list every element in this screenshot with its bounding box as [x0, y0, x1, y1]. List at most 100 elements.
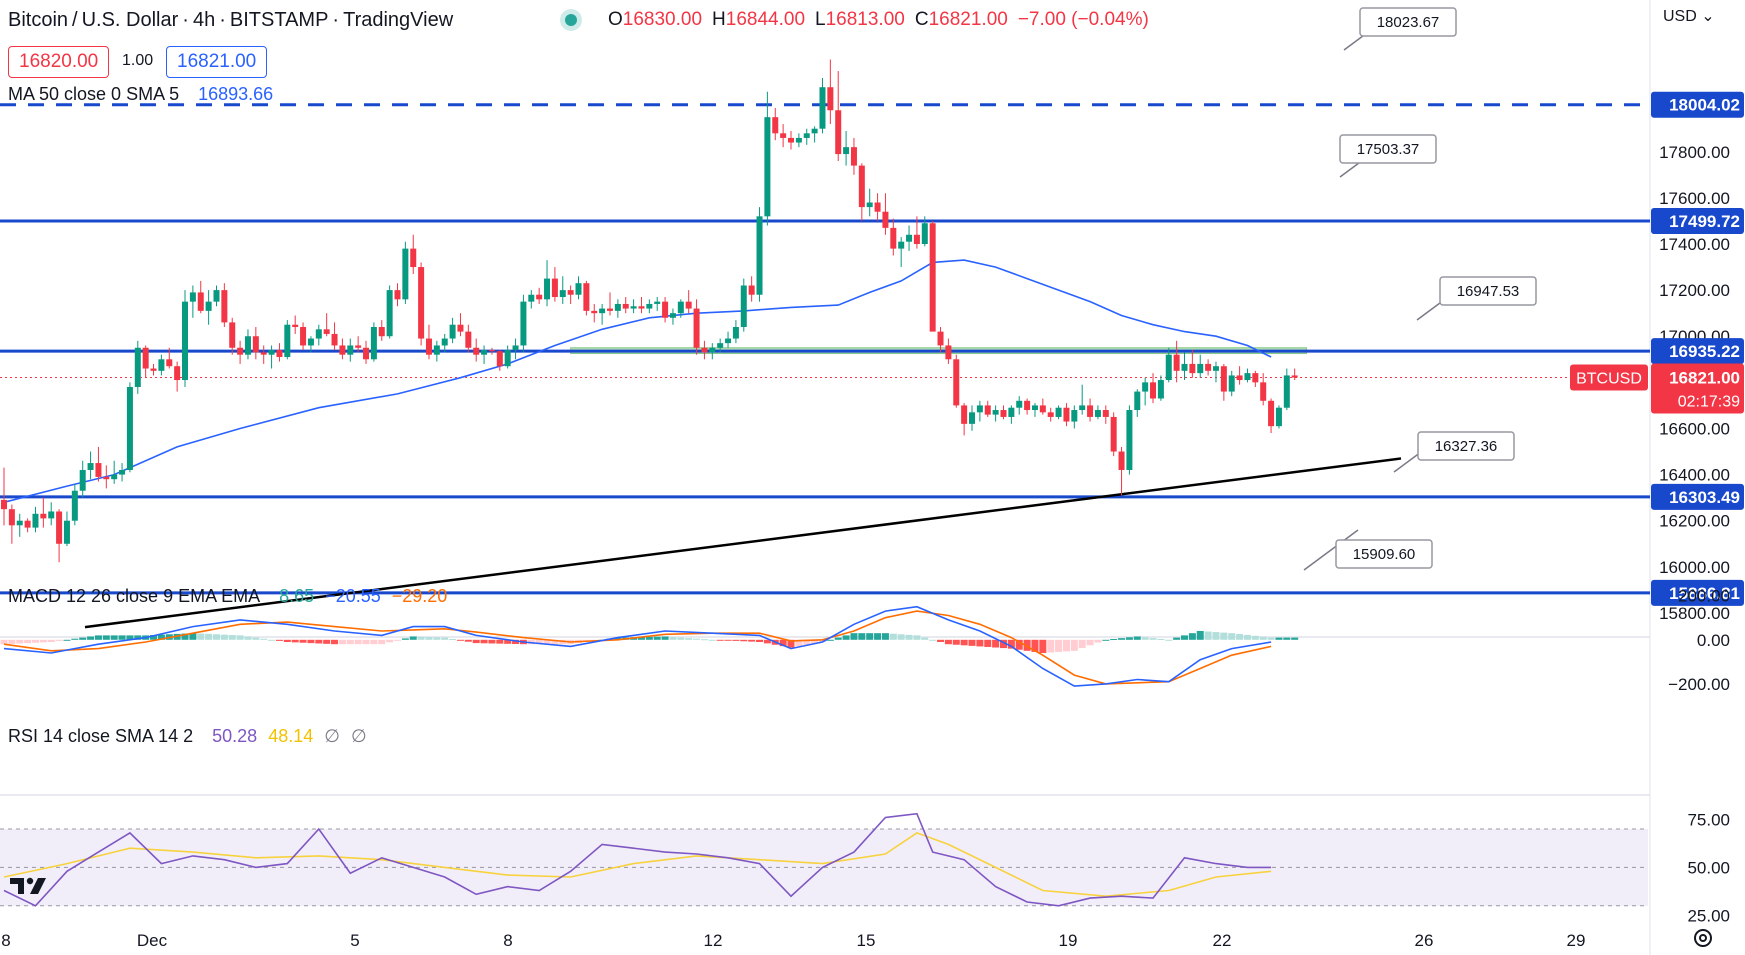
- candle-body: [1165, 354, 1172, 381]
- macd-histogram-bar: [1118, 638, 1126, 640]
- price-tick-label: 15800.00: [1659, 604, 1730, 623]
- macd-histogram-bar: [763, 639, 771, 644]
- macd-histogram-bar: [874, 633, 882, 640]
- ma-legend[interactable]: MA 50 close 0 SMA 5 16893.66: [8, 84, 279, 105]
- macd-histogram-bar: [228, 635, 236, 640]
- candle-body: [221, 290, 228, 323]
- candle-body: [307, 338, 314, 346]
- candle-body: [1157, 380, 1164, 399]
- candle-body: [465, 331, 472, 348]
- candle-body: [685, 301, 692, 309]
- candle-body: [551, 278, 558, 298]
- candle-body: [504, 350, 511, 367]
- macd-histogram-bar: [811, 639, 819, 644]
- macd-histogram-bar: [732, 639, 740, 641]
- candle-body: [756, 216, 763, 295]
- macd-histogram-bar: [338, 639, 346, 645]
- candle-body: [339, 345, 346, 355]
- time-tick-label: 26: [1415, 931, 1434, 950]
- macd-histogram-bar: [551, 639, 559, 645]
- candle-body: [158, 359, 165, 371]
- macd-histogram-bar: [866, 633, 874, 640]
- settings-gear-icon[interactable]: [1694, 929, 1712, 947]
- tradingview-logo-icon[interactable]: [8, 872, 50, 900]
- macd-histogram-bar: [1102, 639, 1110, 641]
- time-tick-label: 12: [704, 931, 723, 950]
- candle-body: [913, 234, 920, 244]
- candle-body: [79, 469, 86, 491]
- candle-body: [606, 308, 613, 311]
- trend-line: [84, 457, 1402, 629]
- macd-histogram-bar: [0, 639, 8, 645]
- macd-histogram-bar: [1110, 638, 1118, 640]
- macd-histogram-bar: [645, 636, 653, 640]
- macd-histogram-bar: [291, 639, 299, 643]
- macd-histogram-bar: [323, 639, 331, 644]
- candle-body: [1283, 375, 1290, 408]
- macd-histogram-bar: [346, 639, 354, 645]
- candle-body: [654, 301, 661, 304]
- symbol-tag: [1570, 364, 1648, 391]
- macd-histogram-bar: [299, 639, 307, 643]
- macd-histogram-bar: [850, 633, 858, 640]
- candle-body: [567, 290, 574, 295]
- rsi-legend[interactable]: RSI 14 close SMA 14 2 50.28 48.14 ∅ ∅: [8, 726, 373, 747]
- candle-body: [433, 345, 440, 355]
- candle-body: [1063, 407, 1070, 422]
- macd-histogram-bar: [370, 639, 378, 645]
- candle-body: [976, 405, 983, 413]
- candle-body: [701, 347, 708, 353]
- rsi-extra-2: ∅: [350, 726, 367, 746]
- macd-histogram-bar: [693, 638, 701, 640]
- candle-body: [268, 350, 275, 355]
- candle-body: [425, 338, 432, 355]
- macd-histogram-bar: [1283, 637, 1291, 640]
- candle-body: [95, 463, 102, 477]
- rsi-extra-1: ∅: [324, 726, 340, 746]
- candle-body: [1275, 407, 1282, 427]
- candle-body: [63, 520, 70, 544]
- candle-body: [449, 324, 456, 339]
- candle-body: [126, 386, 133, 470]
- level-price-tag: [1651, 91, 1744, 118]
- macd-histogram-bar: [685, 638, 693, 640]
- macd-histogram-bar: [1275, 637, 1283, 640]
- macd-histogram-bar: [1015, 639, 1023, 650]
- macd-histogram-bar: [637, 637, 645, 640]
- sell-button[interactable]: 16820.00: [8, 46, 110, 78]
- candle-body: [788, 137, 794, 143]
- macd-histogram-bar: [740, 639, 748, 642]
- macd-histogram-bar: [480, 639, 488, 644]
- macd-histogram-bar: [1125, 637, 1133, 640]
- macd-histogram-bar: [472, 639, 480, 644]
- ma-line: [3, 259, 1272, 504]
- candle-body: [402, 248, 409, 300]
- macd-histogram-bar: [441, 637, 449, 640]
- symbol-tag-label: BTCUSD: [1576, 371, 1642, 388]
- macd-histogram-bar: [417, 636, 425, 640]
- candle-body: [292, 324, 299, 328]
- candle-body: [528, 294, 535, 302]
- macd-histogram-bar: [1039, 639, 1047, 654]
- candle-body: [992, 410, 999, 415]
- candle-body: [764, 117, 771, 217]
- macd-histogram-bar: [8, 639, 16, 644]
- low-value: 16813.00: [825, 9, 905, 30]
- buy-button[interactable]: 16821.00: [166, 46, 268, 78]
- candle-body: [599, 308, 606, 314]
- candle-body: [780, 133, 787, 138]
- currency-selector[interactable]: USD ⌄: [1663, 8, 1715, 25]
- macd-legend[interactable]: MACD 12 26 close 9 EMA EMA 8.65 −20.55 −…: [8, 586, 453, 607]
- macd-histogram-bar: [252, 637, 260, 640]
- macd-histogram-bar: [1031, 639, 1039, 652]
- macd-histogram-bar: [724, 639, 732, 641]
- price-callout-box: [1335, 539, 1433, 569]
- candle-body: [1126, 410, 1133, 470]
- macd-histogram-bar: [756, 639, 764, 642]
- candle-body: [1000, 410, 1007, 417]
- candle-body: [418, 267, 425, 339]
- interval[interactable]: 4h: [192, 9, 216, 31]
- macd-histogram-bar: [378, 639, 386, 645]
- candle-body: [1008, 407, 1015, 417]
